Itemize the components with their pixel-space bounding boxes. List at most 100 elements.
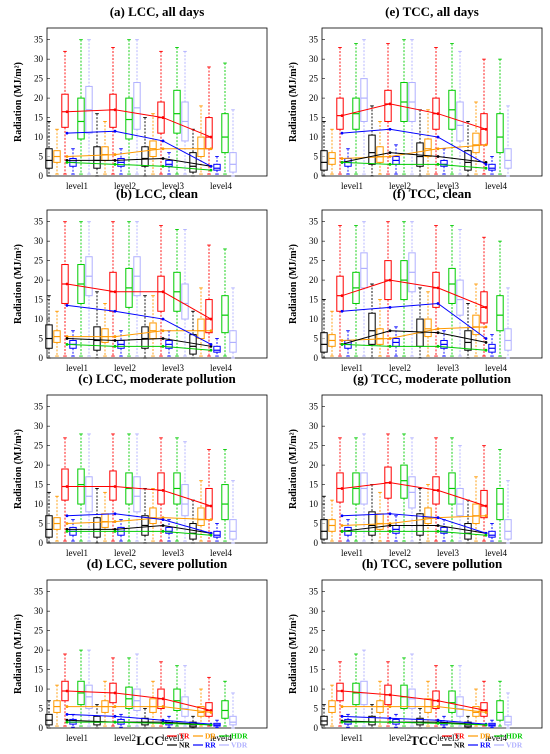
trend-point-NR [484, 160, 488, 164]
y-tick-label: 0 [39, 723, 44, 733]
legend-label-DR: DR [205, 732, 216, 741]
trend-line-TR [66, 283, 212, 320]
trend-point-DR [161, 705, 165, 708]
panel-6: (g) TCC, moderate pollution 0 5 10 15 20 25 30 3… [288, 371, 543, 558]
trend-point-TR [161, 116, 165, 119]
y-tick-label: 0 [314, 353, 319, 363]
trend-line-RR [66, 130, 212, 167]
trend-point-HDR [340, 342, 344, 346]
trend-point-HDR [65, 342, 69, 346]
box-DR [101, 513, 109, 528]
trend-point-RR [484, 531, 488, 535]
y-tick-label: 25 [34, 626, 44, 636]
trend-point-RR [113, 714, 117, 718]
y-tick-label: 15 [34, 295, 44, 305]
box-VDR [360, 252, 368, 289]
box-DR [472, 132, 480, 154]
y-tick-label: 30 [34, 236, 44, 246]
x-tick-label: level1 [66, 733, 88, 743]
trend-point-NR [436, 524, 440, 527]
trend-point-DR [65, 705, 69, 708]
trend-point-DR [484, 711, 488, 714]
trend-point-NR [113, 159, 117, 162]
trend-point-DR [209, 711, 213, 714]
trend-point-RR [436, 516, 440, 520]
x-tick-label: level3 [437, 548, 459, 558]
x-tick-label: level1 [66, 548, 88, 558]
trend-point-TR [388, 693, 392, 697]
trend-point-NR [388, 329, 392, 333]
legend-label-TR: TR [179, 732, 190, 741]
trend-point-DR [209, 518, 213, 522]
panel-title: (b) LCC, clean [116, 186, 199, 201]
box-HDR [125, 97, 133, 140]
box-NR [320, 150, 328, 171]
trend-point-HDR [340, 720, 344, 724]
legend-label-RR: RR [205, 741, 216, 750]
trend-point-HDR [113, 162, 117, 166]
box-DR [197, 318, 205, 340]
trend-line-TR [341, 690, 487, 711]
trend-point-HDR [209, 168, 213, 172]
trend-point-HDR [209, 348, 213, 352]
trend-point-RR [484, 162, 488, 166]
y-tick-label: 35 [34, 217, 44, 227]
trend-line-NR [341, 524, 487, 534]
box-HDR [125, 686, 133, 710]
box-NR [416, 513, 424, 536]
box-TR [336, 97, 344, 130]
x-tick-label: level2 [389, 733, 411, 743]
trend-point-DR [113, 520, 117, 523]
trend-point-TR [388, 102, 392, 106]
box-VDR [181, 283, 189, 320]
trend-point-HDR [388, 720, 392, 724]
x-tick-label: level1 [341, 181, 363, 191]
trend-point-NR [484, 341, 488, 344]
y-tick-label: 25 [309, 74, 319, 84]
box-HDR [173, 688, 181, 711]
x-tick-label: level2 [389, 181, 411, 191]
trend-line-RR [66, 713, 212, 725]
y-tick-label: 20 [34, 93, 44, 103]
trend-point-DR [161, 516, 165, 520]
legend-label-DR: DR [480, 732, 491, 741]
y-tick-label: 35 [309, 35, 319, 45]
trend-point-TR [113, 691, 117, 695]
trend-point-NR [209, 344, 213, 348]
x-tick-label: level1 [66, 363, 88, 373]
trend-point-HDR [113, 344, 117, 348]
box-NR [320, 332, 328, 353]
y-axis-label: Radiation (MJ/m²) [288, 429, 299, 509]
trend-point-TR [65, 689, 69, 693]
trend-point-RR [65, 712, 69, 716]
plot-frame [46, 579, 268, 729]
y-tick-label: 20 [34, 460, 44, 470]
trend-point-RR [209, 164, 213, 168]
x-tick-label: level3 [437, 363, 459, 373]
y-tick-label: 0 [314, 723, 319, 733]
y-tick-label: 5 [39, 704, 44, 714]
plot-frame [46, 27, 268, 177]
trend-point-TR [161, 489, 165, 492]
y-tick-label: 35 [34, 35, 44, 45]
trend-point-TR [484, 305, 488, 309]
trend-line-HDR [66, 161, 212, 171]
trend-line-TR [341, 279, 487, 308]
trend-point-RR [388, 716, 392, 720]
legend-label-TR: TR [454, 732, 465, 741]
trend-point-NR [113, 527, 117, 531]
box-TR [480, 489, 488, 519]
y-tick-label: 15 [309, 665, 319, 675]
box-TR [336, 472, 344, 503]
trend-point-NR [65, 159, 69, 162]
box-TR [109, 93, 117, 128]
y-tick-label: 35 [34, 402, 44, 412]
box-RR [213, 530, 221, 538]
x-tick-label: level3 [162, 733, 184, 743]
trend-point-TR [436, 286, 440, 290]
trend-line-HDR [67, 721, 212, 726]
trend-point-RR [161, 139, 165, 143]
trend-point-TR [340, 294, 344, 298]
trend-line-DR [66, 148, 211, 158]
plot-frame [321, 27, 543, 177]
